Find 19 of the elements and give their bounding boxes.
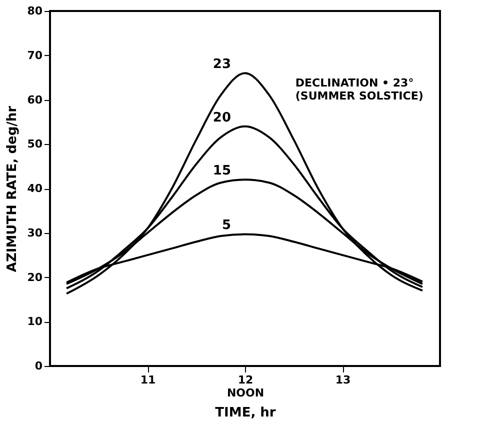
series-label: 5 <box>222 218 231 234</box>
y-tick-label: 60 <box>27 93 43 106</box>
x-axis-title: TIME, hr <box>215 406 276 420</box>
y-tick-label: 50 <box>27 138 43 151</box>
y-tick-label: 10 <box>27 315 43 328</box>
series-label: 23 <box>212 57 231 72</box>
x-tick-label: 13 <box>335 374 351 386</box>
x-tick-label: 11 <box>140 374 156 386</box>
y-tick-label: 0 <box>34 360 43 372</box>
y-tick-label: 80 <box>27 4 43 18</box>
y-axis-title: AZIMUTH RATE, deg/hr <box>5 105 20 272</box>
series-label: 15 <box>212 164 231 179</box>
y-tick-label: 30 <box>27 226 43 240</box>
y-tick-label: 20 <box>27 270 43 284</box>
y-tick-label: 70 <box>27 48 43 62</box>
y-tick-label: 40 <box>27 182 43 195</box>
annotation: DECLINATION • 23° (SUMMER SOLSTICE) <box>295 76 424 102</box>
series-label: 20 <box>212 110 231 126</box>
x-tick-label: 12 NOON <box>226 374 264 400</box>
